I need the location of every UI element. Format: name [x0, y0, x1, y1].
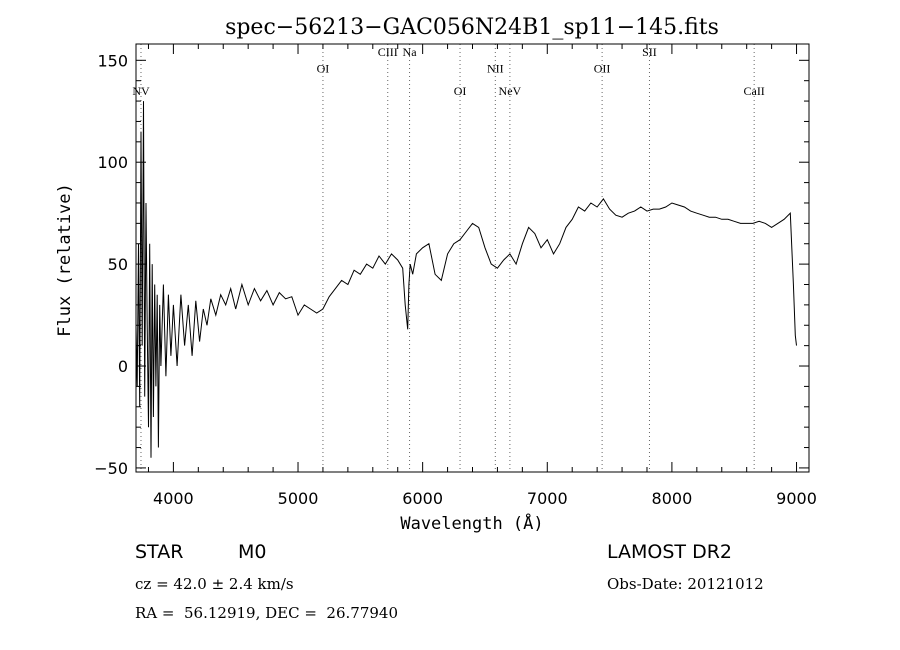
spectral-line-label: SII	[642, 45, 657, 59]
spectral-line-label: CaII	[743, 84, 764, 98]
x-axis-label: Wavelength (Å)	[400, 512, 543, 534]
survey-name: LAMOST DR2	[607, 541, 732, 563]
spectrum-line	[135, 101, 797, 458]
chart-title: spec−56213−GAC056N24B1_sp11−145.fits	[225, 15, 719, 40]
y-tick-label: 100	[97, 153, 128, 172]
y-tick-label: −50	[94, 459, 128, 478]
y-tick-label: 50	[108, 255, 128, 274]
plot-frame	[135, 43, 810, 473]
spectral-line-label: OII	[594, 62, 611, 76]
object-subclass: M0	[238, 541, 267, 563]
y-axis-label: Flux (relative)	[55, 183, 75, 337]
spectral-line-label: OI	[454, 84, 467, 98]
x-tick-label: 8000	[652, 489, 693, 508]
object-class: STAR	[135, 541, 184, 563]
spectral-line-label: CIII	[378, 45, 398, 59]
x-tick-label: 5000	[278, 489, 319, 508]
spectral-line-label: NV	[132, 84, 150, 98]
redshift-info: cz = 42.0 ± 2.4 km/s	[135, 575, 294, 593]
x-tick-label: 6000	[402, 489, 443, 508]
observation-date: Obs-Date: 20121012	[607, 575, 764, 593]
y-tick-label: 150	[97, 51, 128, 70]
x-tick-label: 4000	[153, 489, 194, 508]
spectral-line-label: OI	[317, 62, 330, 76]
spectral-line-label: NeV	[499, 84, 522, 98]
spectral-line-label: Na	[403, 45, 418, 59]
x-tick-label: 7000	[527, 489, 568, 508]
y-tick-label: 0	[118, 357, 128, 376]
coordinates: RA = 56.12919, DEC = 26.77940	[135, 604, 399, 622]
spectral-line-label: NII	[487, 62, 504, 76]
x-tick-label: 9000	[776, 489, 817, 508]
